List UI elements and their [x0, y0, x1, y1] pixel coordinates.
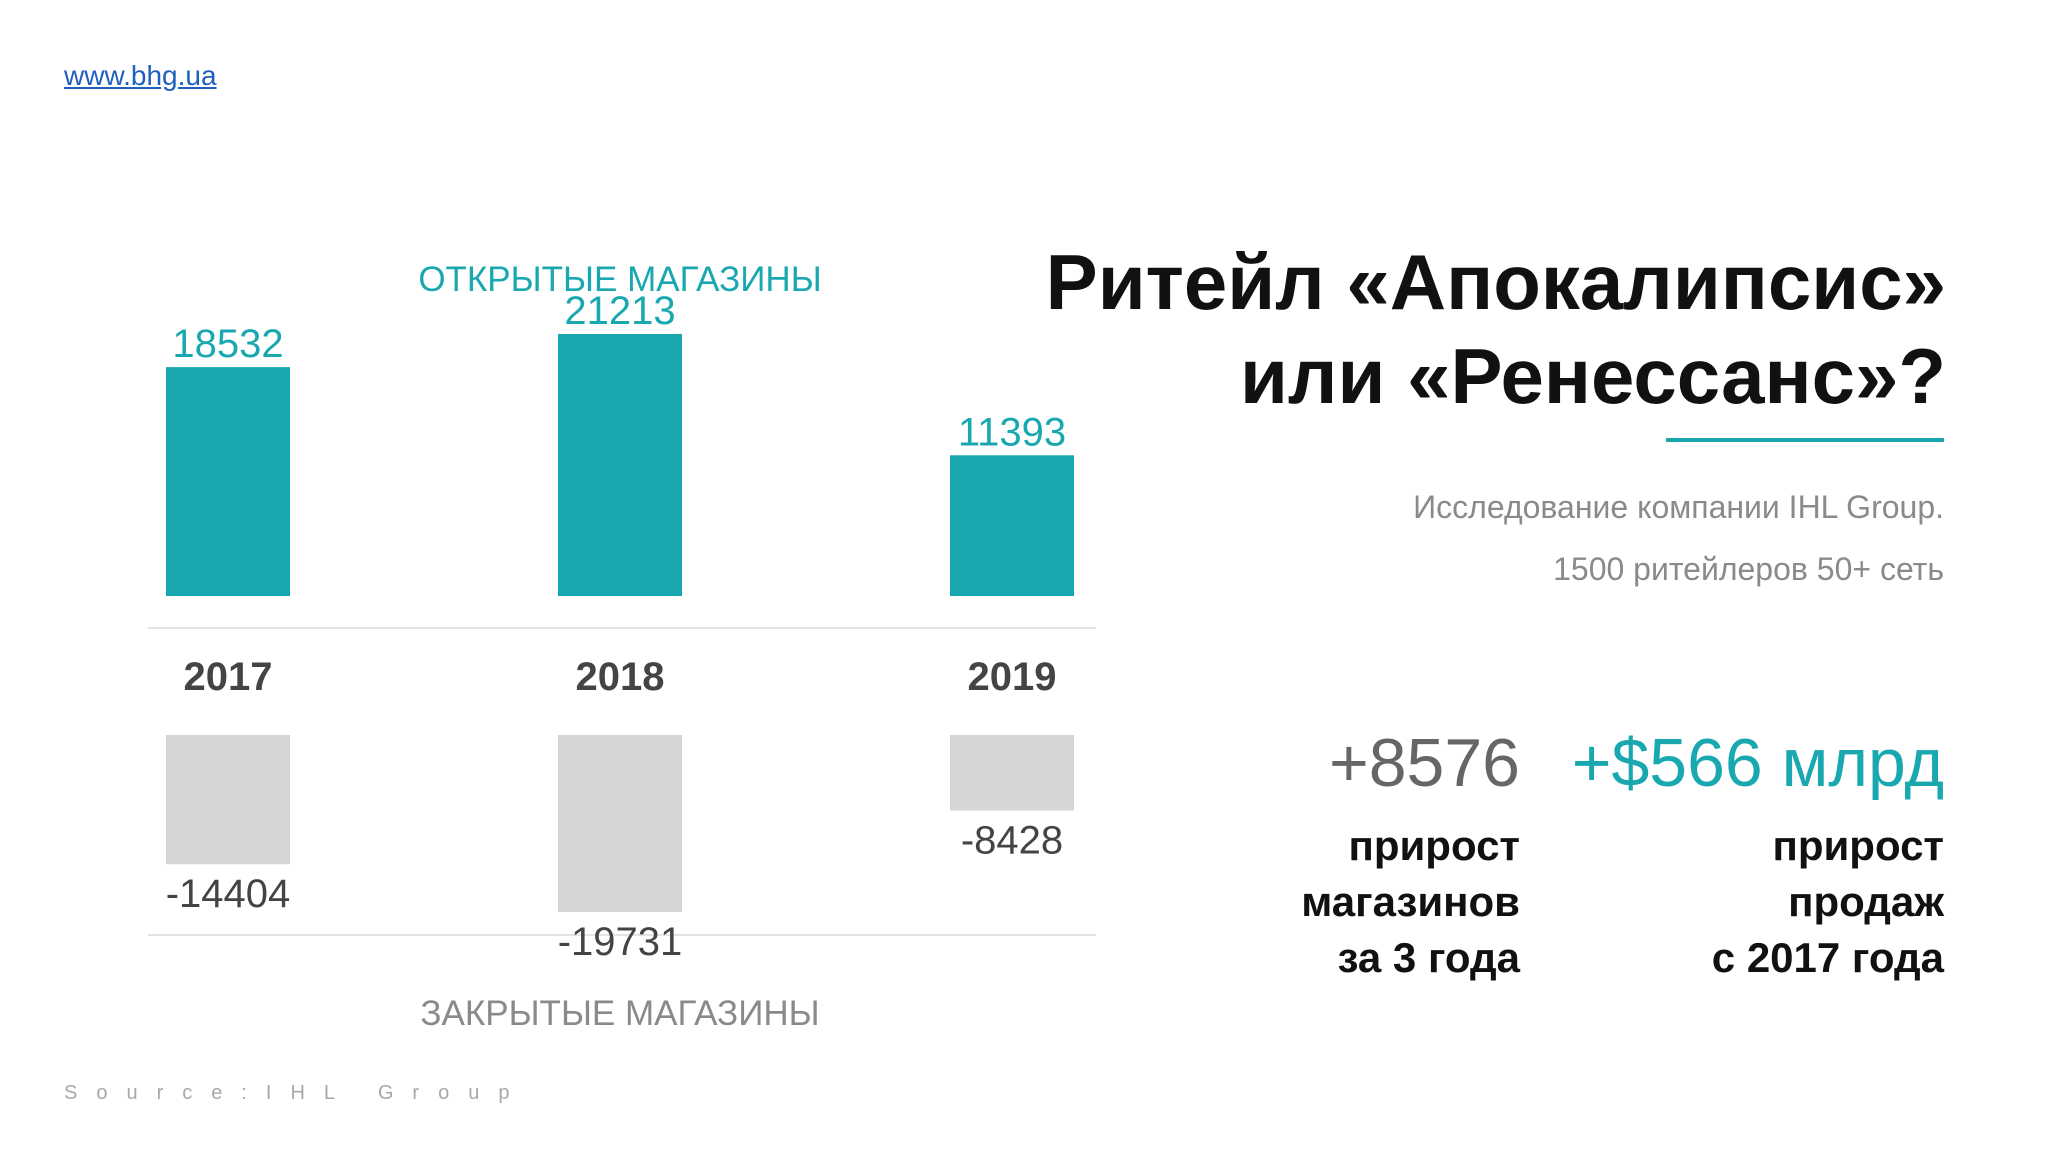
stat-sales-label-line: продаж — [1788, 878, 1944, 925]
open-bar — [950, 455, 1074, 596]
closed-series-title: ЗАКРЫТЫЕ МАГАЗИНЫ — [420, 994, 819, 1033]
stat-stores-value: +8576 — [1329, 725, 1520, 801]
subtitle-scope: 1500 ритейлеров 50+ сеть — [1553, 551, 1944, 587]
open-bar — [166, 367, 290, 596]
open-value-label: 11393 — [958, 410, 1066, 454]
closed-value-label: -19731 — [558, 920, 683, 964]
stat-sales-label: прирост продаж с 2017 года — [1544, 818, 1944, 986]
page-title: Ритейл «Апокалипсис» или «Ренессанс»? — [846, 235, 1946, 423]
stat-sales-label-line: с 2017 года — [1711, 934, 1944, 981]
closed-bar — [558, 735, 682, 912]
open-value-label: 21213 — [564, 289, 675, 333]
closed-bar — [950, 735, 1074, 811]
year-label: 2018 — [576, 655, 665, 699]
title-line-2: или «Ренессанс»? — [1239, 332, 1946, 420]
year-label: 2017 — [184, 655, 273, 699]
source-note: Source:IHL Group — [64, 1082, 529, 1104]
subtitle-study: Исследование компании IHL Group. — [1413, 489, 1944, 525]
open-series-title: ОТКРЫТЫЕ МАГАЗИНЫ — [418, 260, 821, 299]
open-bar — [558, 334, 682, 596]
year-label: 2019 — [968, 655, 1057, 699]
open-value-label: 18532 — [172, 322, 283, 366]
stat-sales-value: +$566 млрд — [1571, 725, 1944, 801]
title-line-1: Ритейл «Апокалипсис» — [1045, 238, 1946, 326]
stat-stores-label-line: магазинов — [1301, 878, 1520, 925]
title-underline — [1666, 438, 1944, 442]
stat-stores-label-line: прирост — [1348, 822, 1520, 869]
closed-value-label: -8428 — [961, 819, 1063, 863]
stores-chart: ОТКРЫТЫЕ МАГАЗИНЫ ЗАКРЫТЫЕ МАГАЗИНЫ 18532 2… — [148, 260, 1096, 1033]
closed-value-label: -14404 — [166, 872, 291, 916]
stat-stores-label-line: за 3 года — [1337, 934, 1520, 981]
stat-stores-label: прирост магазинов за 3 года — [1120, 818, 1520, 986]
closed-bar — [166, 735, 290, 865]
site-link[interactable]: www.bhg.ua — [64, 60, 217, 91]
stat-sales-label-line: прирост — [1772, 822, 1944, 869]
